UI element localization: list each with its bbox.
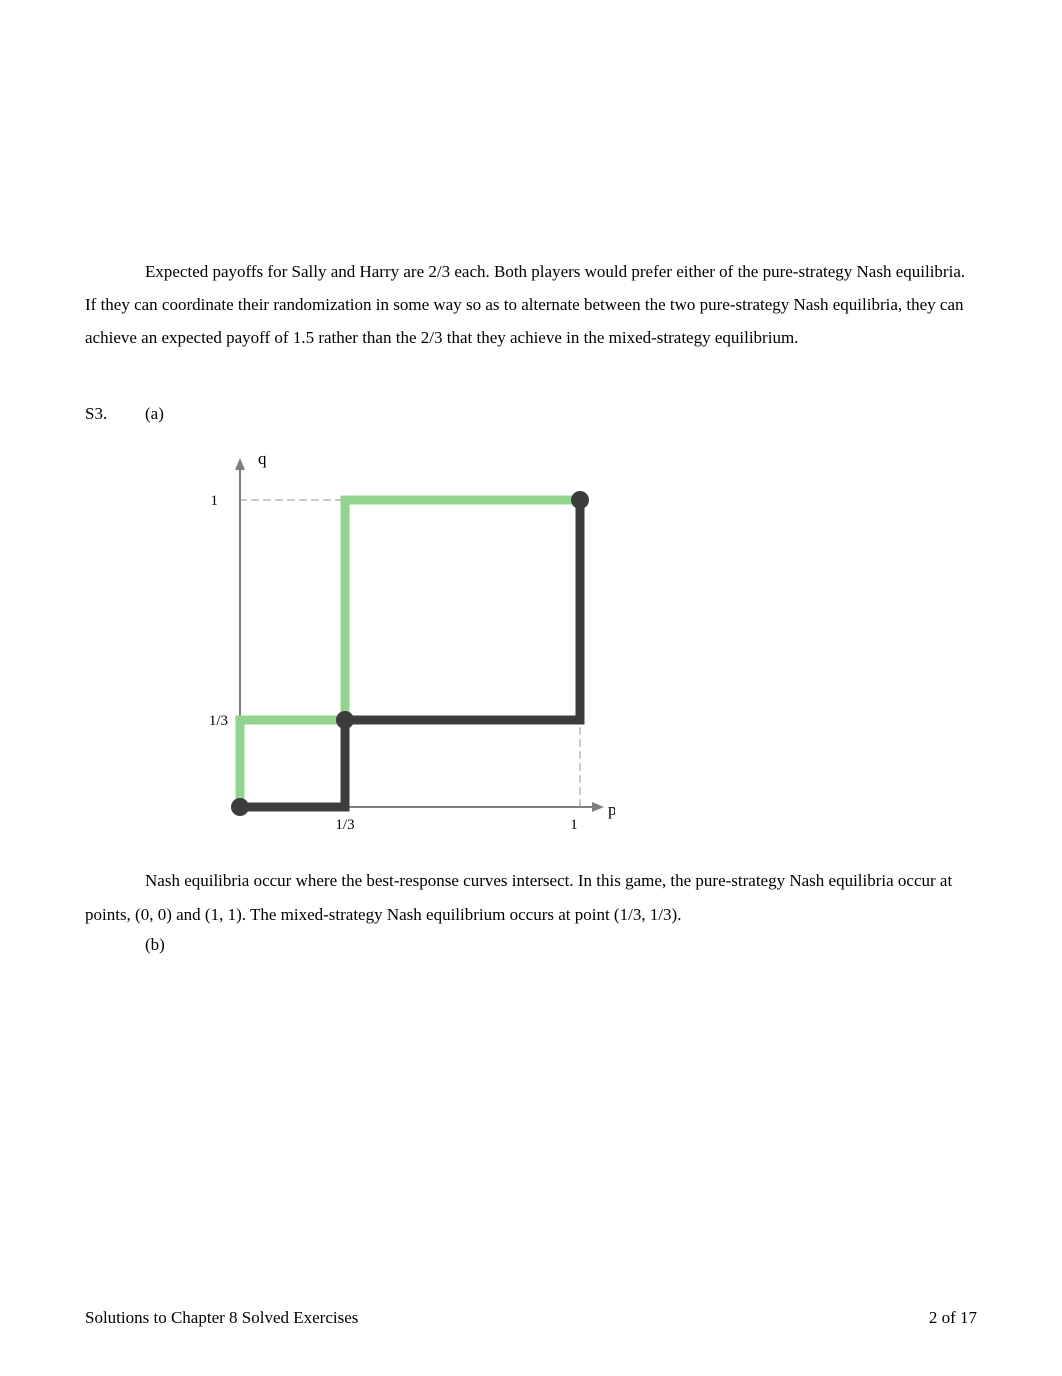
chart-svg: q 1 1/3 1/3 1 p bbox=[185, 442, 615, 842]
s3-sub-b: (b) bbox=[85, 935, 977, 955]
page-footer: Solutions to Chapter 8 Solved Exercises … bbox=[85, 1308, 977, 1328]
footer-page: 2 of 17 bbox=[929, 1308, 977, 1328]
para-nash-equilibria: Nash equilibria occur where the best-res… bbox=[85, 864, 977, 930]
svg-text:1/3: 1/3 bbox=[209, 713, 228, 729]
svg-text:1: 1 bbox=[570, 817, 578, 833]
svg-text:q: q bbox=[258, 449, 267, 468]
footer-title: Solutions to Chapter 8 Solved Exercises bbox=[85, 1308, 358, 1328]
svg-text:1/3: 1/3 bbox=[335, 817, 354, 833]
svg-text:1: 1 bbox=[211, 493, 219, 509]
s3-heading: S3. (a) bbox=[85, 404, 977, 424]
para-expected-payoffs: Expected payoffs for Sally and Harry are… bbox=[85, 255, 977, 354]
s3-label: S3. bbox=[85, 404, 145, 424]
s3-sub-a: (a) bbox=[145, 404, 164, 424]
svg-text:p: p bbox=[608, 800, 615, 819]
best-response-chart: q 1 1/3 1/3 1 p bbox=[185, 442, 977, 842]
